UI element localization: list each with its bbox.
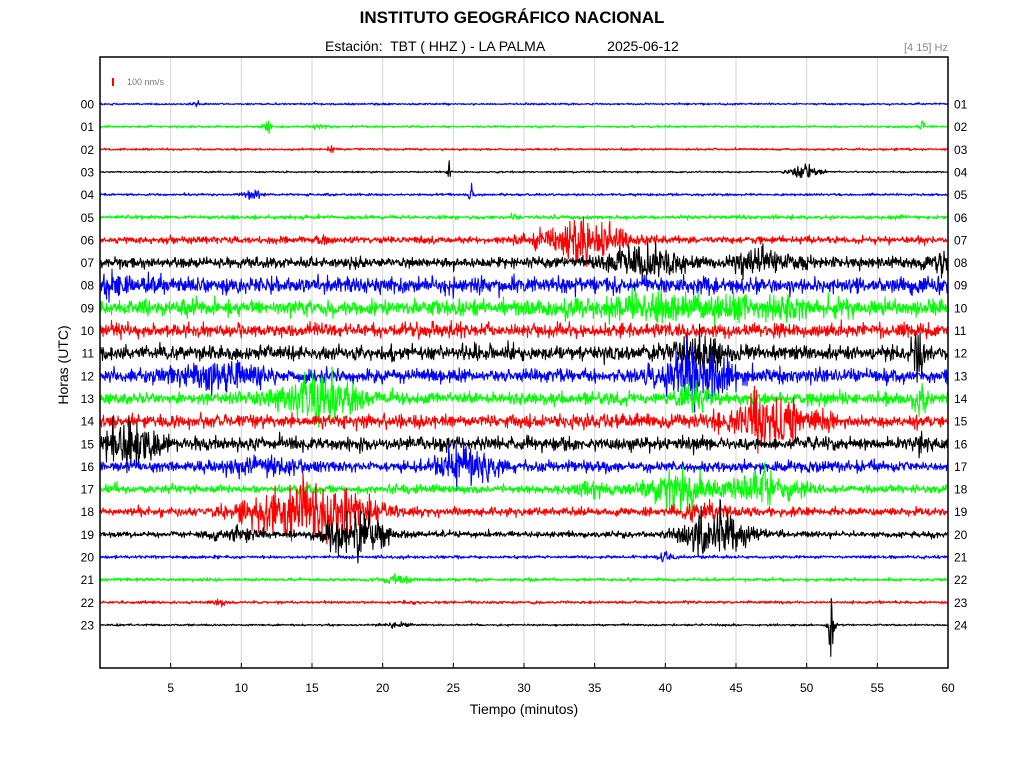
trace-hour-22 — [100, 598, 948, 608]
trace-hour-18 — [100, 472, 948, 545]
x-tick-label: 25 — [447, 681, 461, 695]
trace-hour-17 — [100, 461, 948, 520]
right-hour-label: 02 — [954, 120, 968, 134]
right-hour-label: 19 — [954, 505, 968, 519]
right-hour-label: 13 — [954, 369, 968, 383]
right-hour-label: 22 — [954, 573, 968, 587]
trace-hour-19 — [100, 499, 948, 564]
right-hour-label: 20 — [954, 528, 968, 542]
left-hour-label: 12 — [81, 369, 95, 383]
x-tick-label: 50 — [800, 681, 814, 695]
left-hour-label: 04 — [81, 188, 95, 202]
trace-hour-10 — [100, 319, 948, 341]
x-tick-label: 15 — [305, 681, 319, 695]
right-hour-label: 16 — [954, 437, 968, 451]
trace-layer — [100, 100, 948, 657]
right-hour-label: 06 — [954, 211, 968, 225]
x-tick-label: 40 — [659, 681, 673, 695]
left-hour-label: 23 — [81, 618, 95, 632]
left-hour-label: 08 — [81, 279, 95, 293]
left-hour-label: 02 — [81, 143, 95, 157]
left-hour-labels: 00 01 02 03 04 05 06 07 08 09 10 11 12 13 14 15 16 17 18 19… — [81, 98, 95, 633]
right-hour-label: 12 — [954, 347, 968, 361]
left-hour-label: 10 — [81, 324, 95, 338]
right-hour-label: 23 — [954, 596, 968, 610]
trace-hour-01 — [100, 120, 948, 135]
x-tick-label: 20 — [376, 681, 390, 695]
left-hour-label: 07 — [81, 256, 95, 270]
trace-hour-16 — [100, 441, 948, 492]
x-axis-ticks: 5 10 15 20 25 30 35 40 45 50 55 60 — [167, 663, 955, 695]
x-tick-label: 10 — [235, 681, 249, 695]
x-tick-label: 35 — [588, 681, 602, 695]
left-hour-label: 06 — [81, 233, 95, 247]
right-hour-label: 01 — [954, 98, 968, 112]
trace-hour-07 — [100, 241, 948, 280]
trace-hour-09 — [100, 287, 948, 328]
x-tick-label: 45 — [729, 681, 743, 695]
scale-bar-mark — [112, 78, 114, 86]
right-hour-label: 05 — [954, 188, 968, 202]
trace-hour-05 — [100, 212, 948, 221]
right-hour-label: 11 — [954, 324, 967, 338]
trace-hour-04 — [100, 182, 948, 200]
x-tick-label: 55 — [871, 681, 885, 695]
left-hour-label: 15 — [81, 437, 95, 451]
right-hour-label: 17 — [954, 460, 968, 474]
right-hour-label: 04 — [954, 165, 968, 179]
x-axis-label: Tiempo (minutos) — [470, 701, 578, 717]
trace-hour-03 — [100, 160, 948, 179]
right-hour-label: 15 — [954, 415, 968, 429]
station-label: Estación: TBT ( HHZ ) - LA PALMA — [325, 38, 546, 54]
left-hour-label: 18 — [81, 505, 95, 519]
left-hour-label: 21 — [81, 573, 95, 587]
trace-hour-23 — [100, 597, 948, 657]
right-hour-label: 14 — [954, 392, 968, 406]
scale-bar-label: 100 nm/s — [127, 77, 165, 87]
trace-hour-06 — [100, 216, 948, 267]
chart-subtitle: Estación: TBT ( HHZ ) - LA PALMA 2025-06-… — [325, 38, 679, 54]
left-hour-label: 13 — [81, 392, 95, 406]
right-hour-label: 03 — [954, 143, 968, 157]
left-hour-label: 05 — [81, 211, 95, 225]
x-tick-label: 30 — [517, 681, 531, 695]
left-hour-label: 22 — [81, 596, 95, 610]
left-hour-label: 17 — [81, 483, 95, 497]
right-hour-label: 24 — [954, 618, 968, 632]
filter-label: [4 15] Hz — [903, 42, 948, 54]
y-axis-label: Horas (UTC) — [55, 325, 71, 404]
right-hour-label: 18 — [954, 483, 968, 497]
trace-hour-11 — [100, 323, 948, 383]
right-hour-label: 07 — [954, 233, 968, 247]
left-hour-label: 19 — [81, 528, 95, 542]
right-hour-label: 21 — [954, 551, 968, 565]
left-hour-label: 14 — [81, 415, 95, 429]
trace-hour-08 — [100, 268, 948, 303]
trace-hour-15 — [100, 415, 948, 474]
trace-hour-00 — [100, 100, 948, 108]
x-tick-label: 60 — [941, 681, 955, 695]
left-hour-label: 01 — [81, 120, 95, 134]
right-hour-label: 09 — [954, 279, 968, 293]
left-hour-label: 16 — [81, 460, 95, 474]
date-label: 2025-06-12 — [607, 38, 679, 54]
right-hour-labels: 01 02 03 04 05 06 07 08 09 10 11 12 13 14 15 16 17 18 19 20… — [954, 98, 968, 633]
left-hour-label: 11 — [82, 347, 95, 361]
trace-hour-20 — [100, 550, 948, 563]
scale-bar: 100 nm/s — [112, 77, 165, 87]
trace-hour-12 — [100, 338, 948, 413]
chart-title: INSTITUTO GEOGRÁFICO NACIONAL — [359, 8, 665, 27]
left-hour-label: 20 — [81, 551, 95, 565]
left-hour-label: 03 — [81, 165, 95, 179]
left-hour-label: 00 — [81, 98, 95, 112]
x-tick-label: 5 — [167, 681, 174, 695]
left-hour-label: 09 — [81, 301, 95, 315]
right-hour-label: 08 — [954, 256, 968, 270]
trace-hour-02 — [100, 145, 948, 154]
trace-hour-14 — [100, 385, 948, 454]
right-hour-label: 10 — [954, 301, 968, 315]
trace-hour-21 — [100, 573, 948, 585]
trace-hour-13 — [100, 366, 948, 428]
